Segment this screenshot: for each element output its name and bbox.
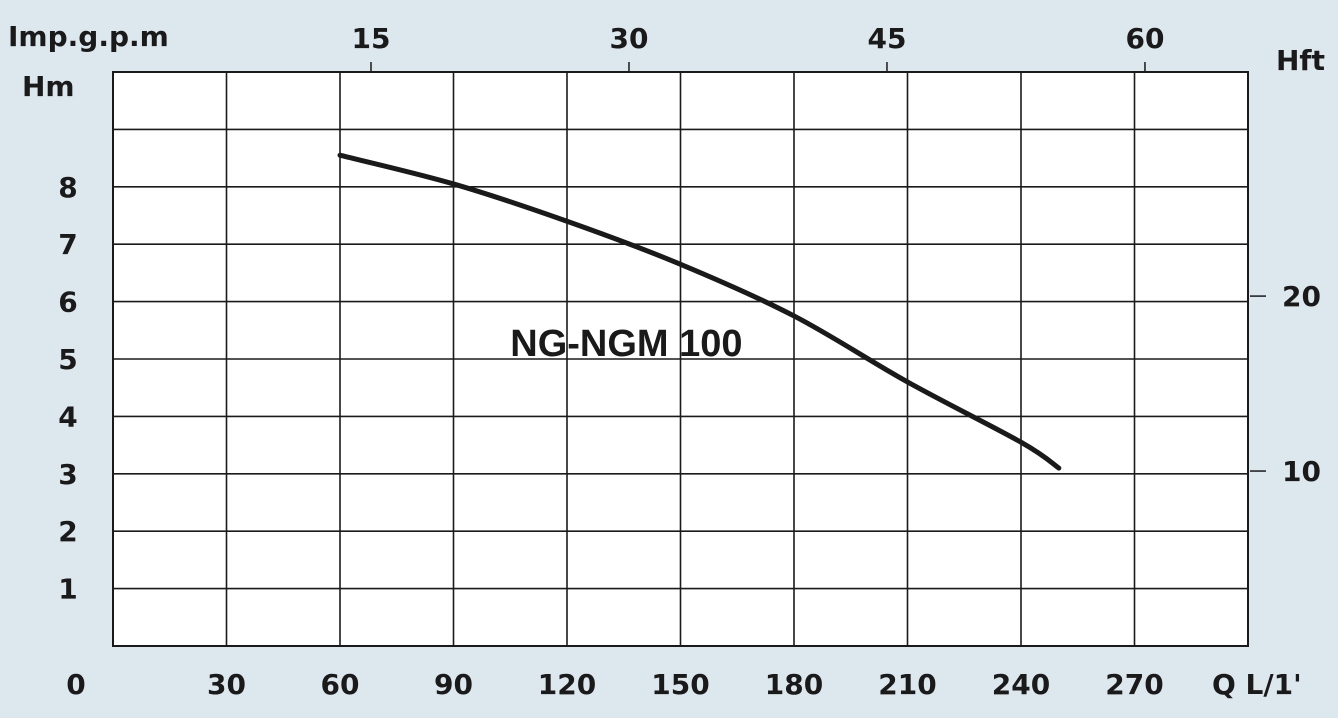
- left-unit-label: Hm: [22, 70, 75, 103]
- y-tick-label: 6: [58, 286, 77, 319]
- top-tick-label: 30: [609, 22, 648, 55]
- top-tick-label: 60: [1125, 22, 1164, 55]
- x-tick-label: 90: [434, 668, 473, 701]
- x-tick-label: 60: [321, 668, 360, 701]
- x-tick-label: 150: [651, 668, 709, 701]
- series-layer: NG-NGM 100: [337, 152, 1062, 471]
- x-tick-label: 270: [1105, 668, 1163, 701]
- top-tick-label: 15: [352, 22, 391, 55]
- y-tick-label: 1: [58, 573, 77, 606]
- right-tick-labels: 10 20: [1250, 280, 1321, 488]
- top-left-unit-label: Imp.g.p.m: [8, 20, 169, 53]
- right-unit-label: Hft: [1276, 44, 1325, 77]
- y-tick-label: 7: [58, 228, 77, 261]
- series-line: [337, 152, 1062, 471]
- plot-frame: [112, 71, 1249, 647]
- bottom-tick-labels: 0 30 60 90 120 150 180 210 240 270: [66, 668, 1163, 701]
- x-tick-label: 180: [765, 668, 823, 701]
- top-tick-label: 45: [867, 22, 906, 55]
- x-tick-label: 30: [207, 668, 246, 701]
- top-tick-labels: 15 30 45 60: [352, 22, 1164, 72]
- series-label: NG-NGM 100: [510, 323, 742, 365]
- y-tick-label: 8: [58, 171, 77, 204]
- bottom-unit-label: Q L/1': [1212, 668, 1302, 701]
- y-tick-label: 5: [58, 343, 77, 376]
- y-tick-label: 2: [58, 515, 77, 548]
- x-tick-label: 210: [878, 668, 936, 701]
- y-tick-label: 4: [58, 400, 77, 433]
- x-tick-label: 120: [538, 668, 596, 701]
- right-tick-label: 10: [1282, 455, 1321, 488]
- grid: [113, 72, 1248, 646]
- y-tick-label: 3: [58, 458, 77, 491]
- x-tick-label: 240: [992, 668, 1050, 701]
- x-tick-label: 0: [66, 668, 85, 701]
- left-tick-labels: 1 2 3 4 5 6 7 8: [58, 171, 77, 606]
- right-tick-label: 20: [1282, 280, 1321, 313]
